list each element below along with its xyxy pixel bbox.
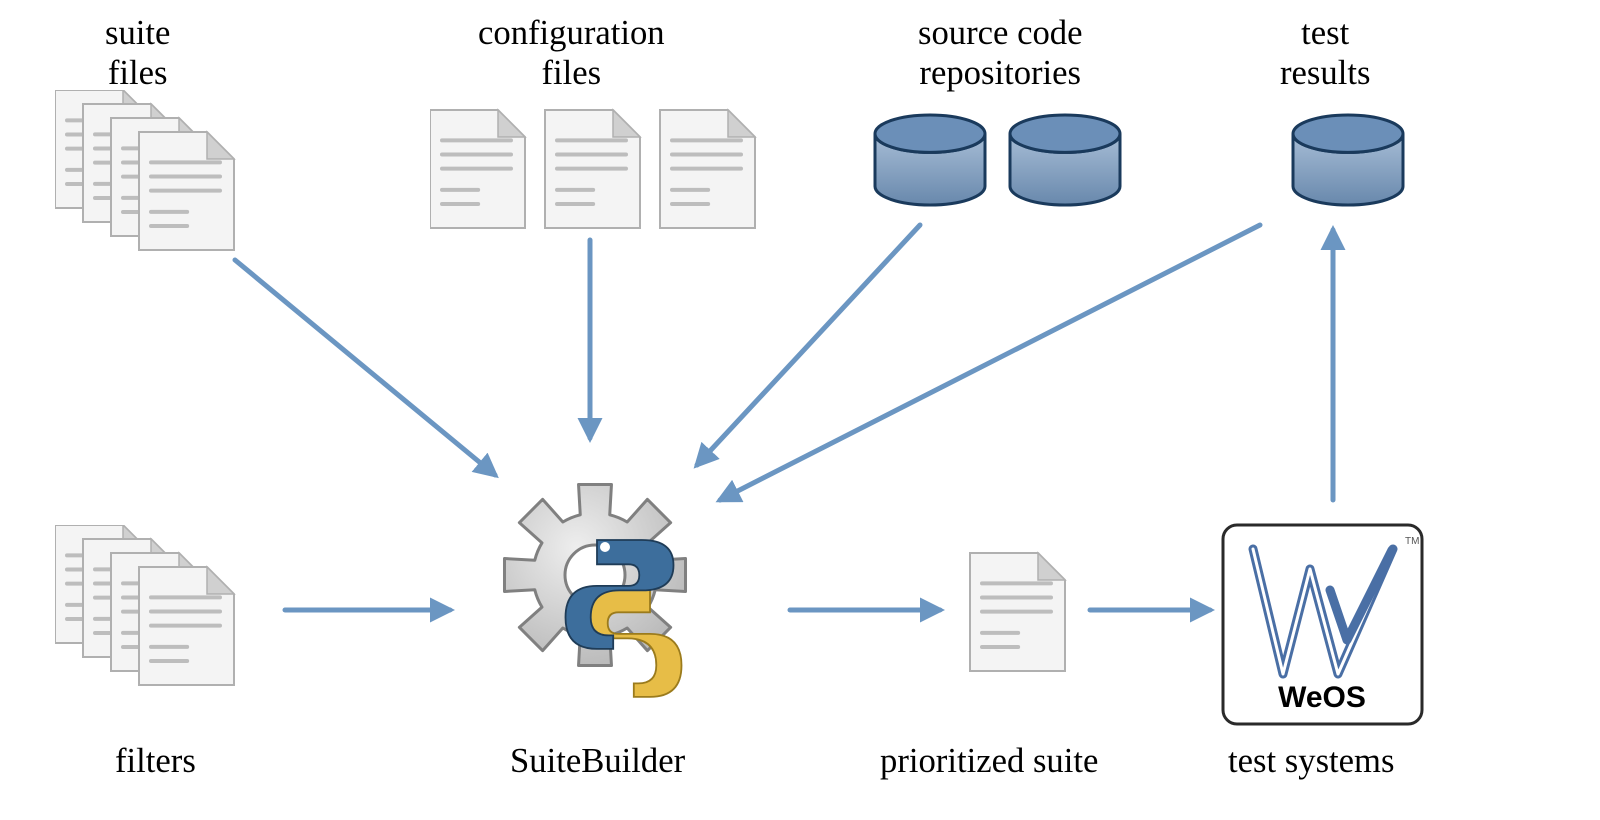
node-filters xyxy=(55,525,265,700)
node-test-results xyxy=(1285,110,1415,225)
node-source-repos xyxy=(870,110,1130,225)
file-stack-icon xyxy=(55,90,265,260)
db-pair-icon xyxy=(870,110,1130,220)
db-single-icon xyxy=(1285,110,1415,220)
node-test-systems: TM WeOS xyxy=(1220,522,1425,732)
weos-box-icon: TM WeOS xyxy=(1220,522,1425,727)
node-config-files xyxy=(430,105,760,240)
gear-python-icon xyxy=(480,460,730,710)
label-filters: filters xyxy=(115,742,196,782)
file-stack-icon xyxy=(55,525,265,695)
node-suite-files xyxy=(55,90,265,265)
label-test-results: test results xyxy=(1280,14,1370,94)
label-config-files: configuration files xyxy=(478,14,665,94)
file-single-icon xyxy=(965,548,1075,683)
label-source-repos: source code repositories xyxy=(918,14,1082,94)
node-prioritized-suite xyxy=(965,548,1075,688)
svg-text:TM: TM xyxy=(1405,536,1419,547)
node-suitebuilder xyxy=(480,460,730,715)
svg-text:WeOS: WeOS xyxy=(1278,681,1366,714)
label-test-systems: test systems xyxy=(1228,742,1394,782)
label-suite-files: suite files xyxy=(105,14,170,94)
label-suitebuilder: SuiteBuilder xyxy=(510,742,685,782)
label-prioritized-suite: prioritized suite xyxy=(880,742,1098,782)
file-row-icon xyxy=(430,105,760,235)
